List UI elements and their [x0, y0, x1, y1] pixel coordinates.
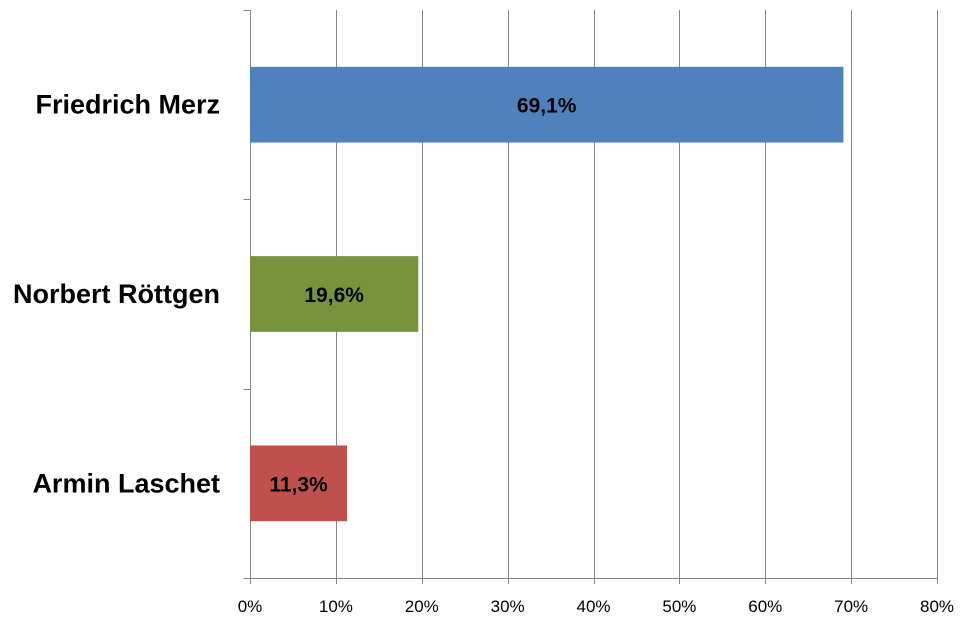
data-label: 69,1%	[517, 95, 577, 118]
x-tick-label: 20%	[405, 597, 439, 616]
x-tick-label: 70%	[834, 597, 868, 616]
category-label: Armin Laschet	[32, 468, 220, 498]
bar	[250, 66, 844, 143]
bar	[250, 256, 419, 332]
x-tick-label: 60%	[748, 597, 782, 616]
bar	[250, 445, 348, 522]
category-labels: Friedrich Merz Norbert Röttgen Armin Lasch…	[13, 90, 220, 499]
x-tick-label: 0%	[238, 597, 263, 616]
x-tick-label: 30%	[491, 597, 525, 616]
bars	[250, 66, 844, 522]
data-labels: 69,1% 19,6% 11,3%	[269, 95, 576, 497]
x-tick-labels: 0% 10% 20% 30% 40% 50% 60% 70% 80%	[238, 597, 954, 616]
x-tick-label: 10%	[319, 597, 353, 616]
data-label: 19,6%	[304, 284, 364, 307]
data-label: 11,3%	[269, 473, 328, 496]
x-tick-label: 40%	[576, 597, 610, 616]
category-label: Friedrich Merz	[35, 90, 220, 120]
x-tick-label: 80%	[920, 597, 954, 616]
x-tick-label: 50%	[662, 597, 696, 616]
category-label: Norbert Röttgen	[13, 279, 220, 309]
